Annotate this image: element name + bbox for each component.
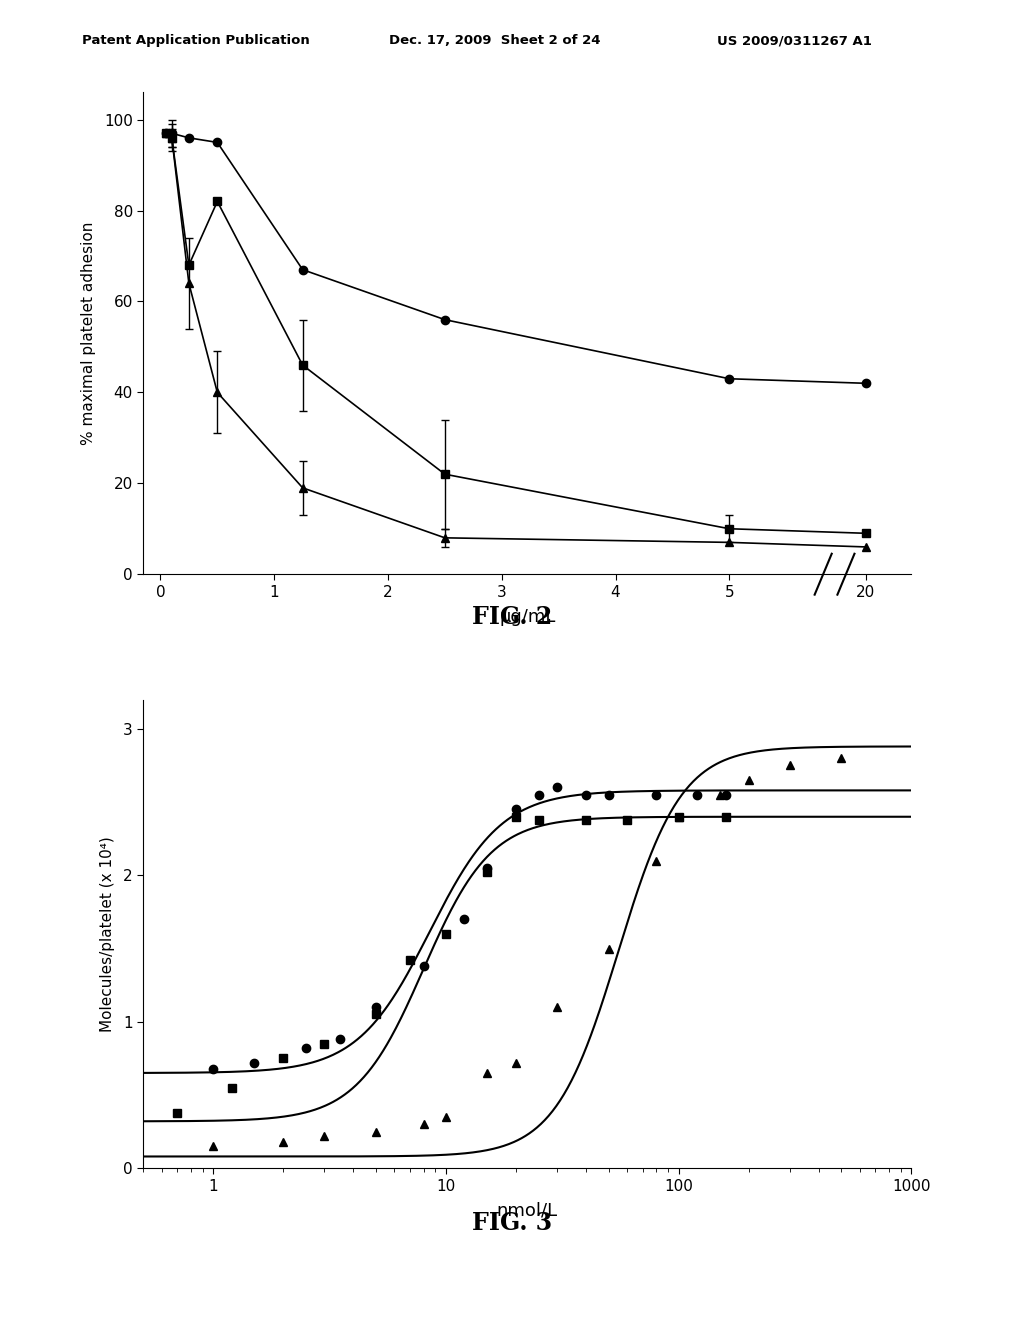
X-axis label: nmol/L: nmol/L: [497, 1203, 558, 1220]
Text: US 2009/0311267 A1: US 2009/0311267 A1: [717, 34, 871, 48]
Text: Patent Application Publication: Patent Application Publication: [82, 34, 309, 48]
Text: FIG. 2: FIG. 2: [472, 606, 552, 630]
Y-axis label: % maximal platelet adhesion: % maximal platelet adhesion: [81, 222, 95, 445]
Text: FIG. 3: FIG. 3: [472, 1212, 552, 1236]
X-axis label: μg/mL: μg/mL: [499, 609, 556, 626]
Y-axis label: Molecules/platelet (x 10⁴): Molecules/platelet (x 10⁴): [100, 836, 115, 1032]
Text: Dec. 17, 2009  Sheet 2 of 24: Dec. 17, 2009 Sheet 2 of 24: [389, 34, 601, 48]
